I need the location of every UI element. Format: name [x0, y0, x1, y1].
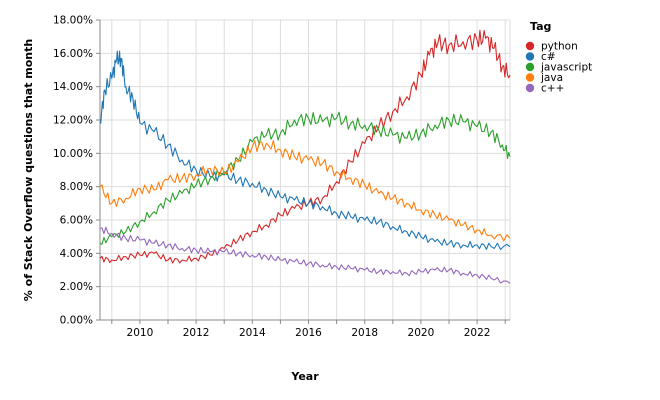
legend-title: Tag: [530, 20, 551, 33]
legend-swatch: [525, 52, 535, 61]
legend-swatch: [525, 62, 535, 72]
series-line-javascript: [99, 111, 511, 245]
gridlines: [100, 19, 511, 321]
legend-label: python: [541, 41, 578, 53]
y-tick-label: 14.00%: [53, 81, 93, 93]
y-tick-label: 8.00%: [60, 181, 93, 193]
x-tick-label: 2022: [464, 327, 491, 339]
legend-swatch: [525, 41, 535, 51]
y-tick-label: 18.00%: [53, 15, 93, 27]
y-tick-label: 6.00%: [60, 215, 93, 227]
axes: 0.00% 2.00% 4.00% 6.00% 8.00% 10.00% 12.00% 14.…: [53, 15, 510, 339]
x-tick-label: 2018: [351, 327, 378, 339]
series-lines: [99, 29, 511, 284]
series-line-c: [99, 226, 511, 284]
series-line-c: [99, 50, 511, 251]
x-axis-title: Year: [290, 370, 319, 383]
x-tick-label: 2010: [127, 327, 154, 339]
legend-label: java: [540, 72, 563, 84]
legend-label: c#: [541, 51, 556, 63]
legend-swatch: [525, 83, 535, 93]
y-tick-label: 4.00%: [60, 248, 93, 260]
y-tick-label: 0.00%: [60, 315, 93, 327]
y-tick-label: 2.00%: [60, 281, 93, 293]
series-line-java: [99, 139, 511, 242]
y-axis-title: % of Stack Overflow questions that month: [22, 39, 35, 301]
legend-swatch: [525, 73, 535, 82]
x-tick-label: 2012: [183, 327, 210, 339]
y-tick-label: 16.00%: [53, 48, 93, 60]
y-tick-label: 10.00%: [53, 148, 93, 160]
x-tick-label: 2014: [239, 327, 266, 339]
y-tick-label: 12.00%: [53, 115, 93, 127]
series-line-python: [99, 29, 511, 264]
legend-label: javascript: [540, 62, 592, 74]
x-tick-label: 2020: [408, 327, 435, 339]
x-tick-label: 2016: [295, 327, 322, 339]
legend-label: c++: [541, 83, 564, 95]
